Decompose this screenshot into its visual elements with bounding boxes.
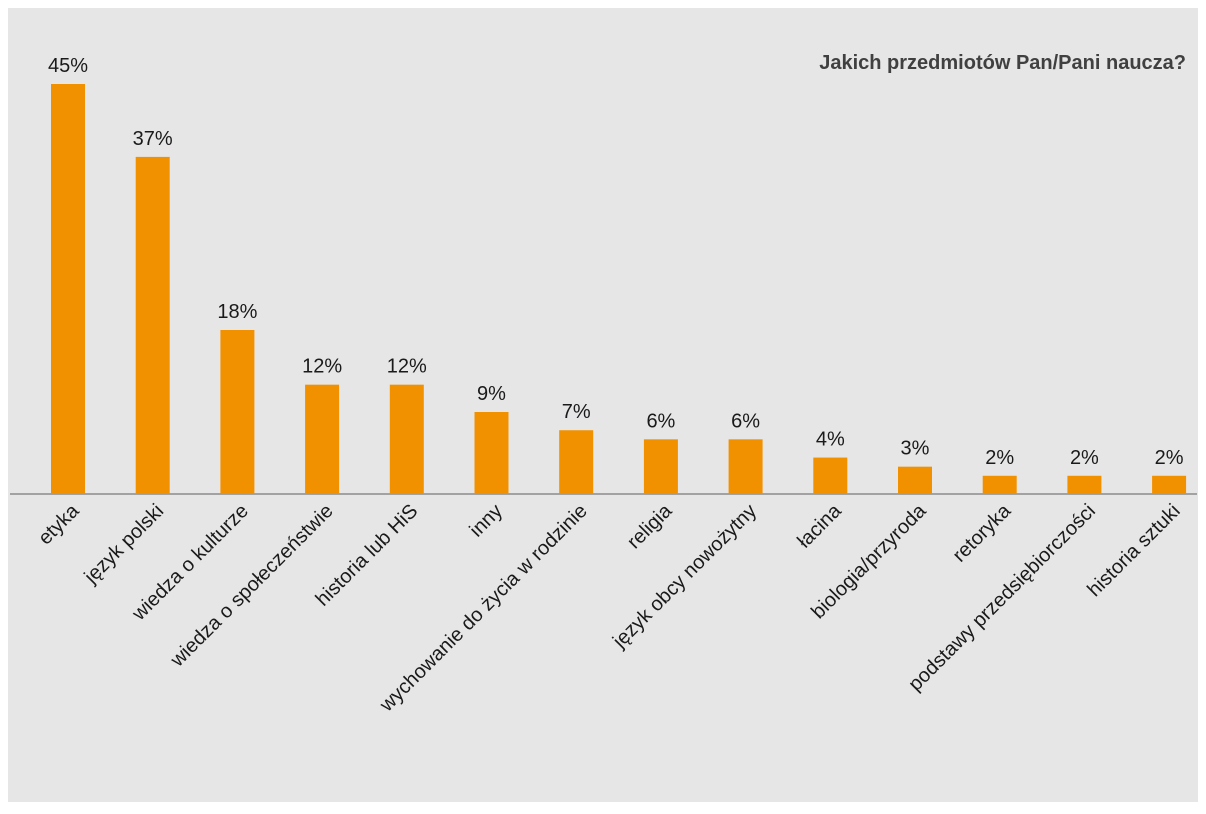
bar: [135, 156, 170, 494]
bar: [389, 384, 424, 494]
bar: [898, 466, 932, 494]
bar: [220, 330, 255, 494]
bar: [51, 84, 85, 494]
bar: [1152, 475, 1187, 494]
bar: [305, 384, 340, 494]
value-label: 6%: [646, 410, 675, 432]
value-label: 2%: [1070, 447, 1099, 469]
value-label: 4%: [816, 429, 845, 451]
value-label: 2%: [1155, 447, 1184, 469]
value-label: 18%: [217, 301, 257, 323]
value-label: 37%: [133, 128, 173, 150]
value-label: 12%: [387, 356, 427, 378]
bar: [559, 430, 594, 494]
value-label: 9%: [477, 383, 506, 405]
value-label: 3%: [901, 438, 930, 460]
bar: [643, 439, 678, 494]
value-label: 45%: [48, 55, 88, 77]
bar: [728, 439, 763, 494]
value-label: 2%: [985, 447, 1014, 469]
value-label: 6%: [731, 410, 760, 432]
bar: [982, 475, 1017, 494]
bar: [1067, 475, 1102, 494]
bar: [813, 457, 848, 494]
bar: [474, 412, 509, 494]
chart-background: [8, 8, 1198, 802]
value-label: 7%: [562, 401, 591, 423]
chart-title: Jakich przedmiotów Pan/Pani naucza?: [819, 52, 1186, 74]
value-label: 12%: [302, 356, 342, 378]
